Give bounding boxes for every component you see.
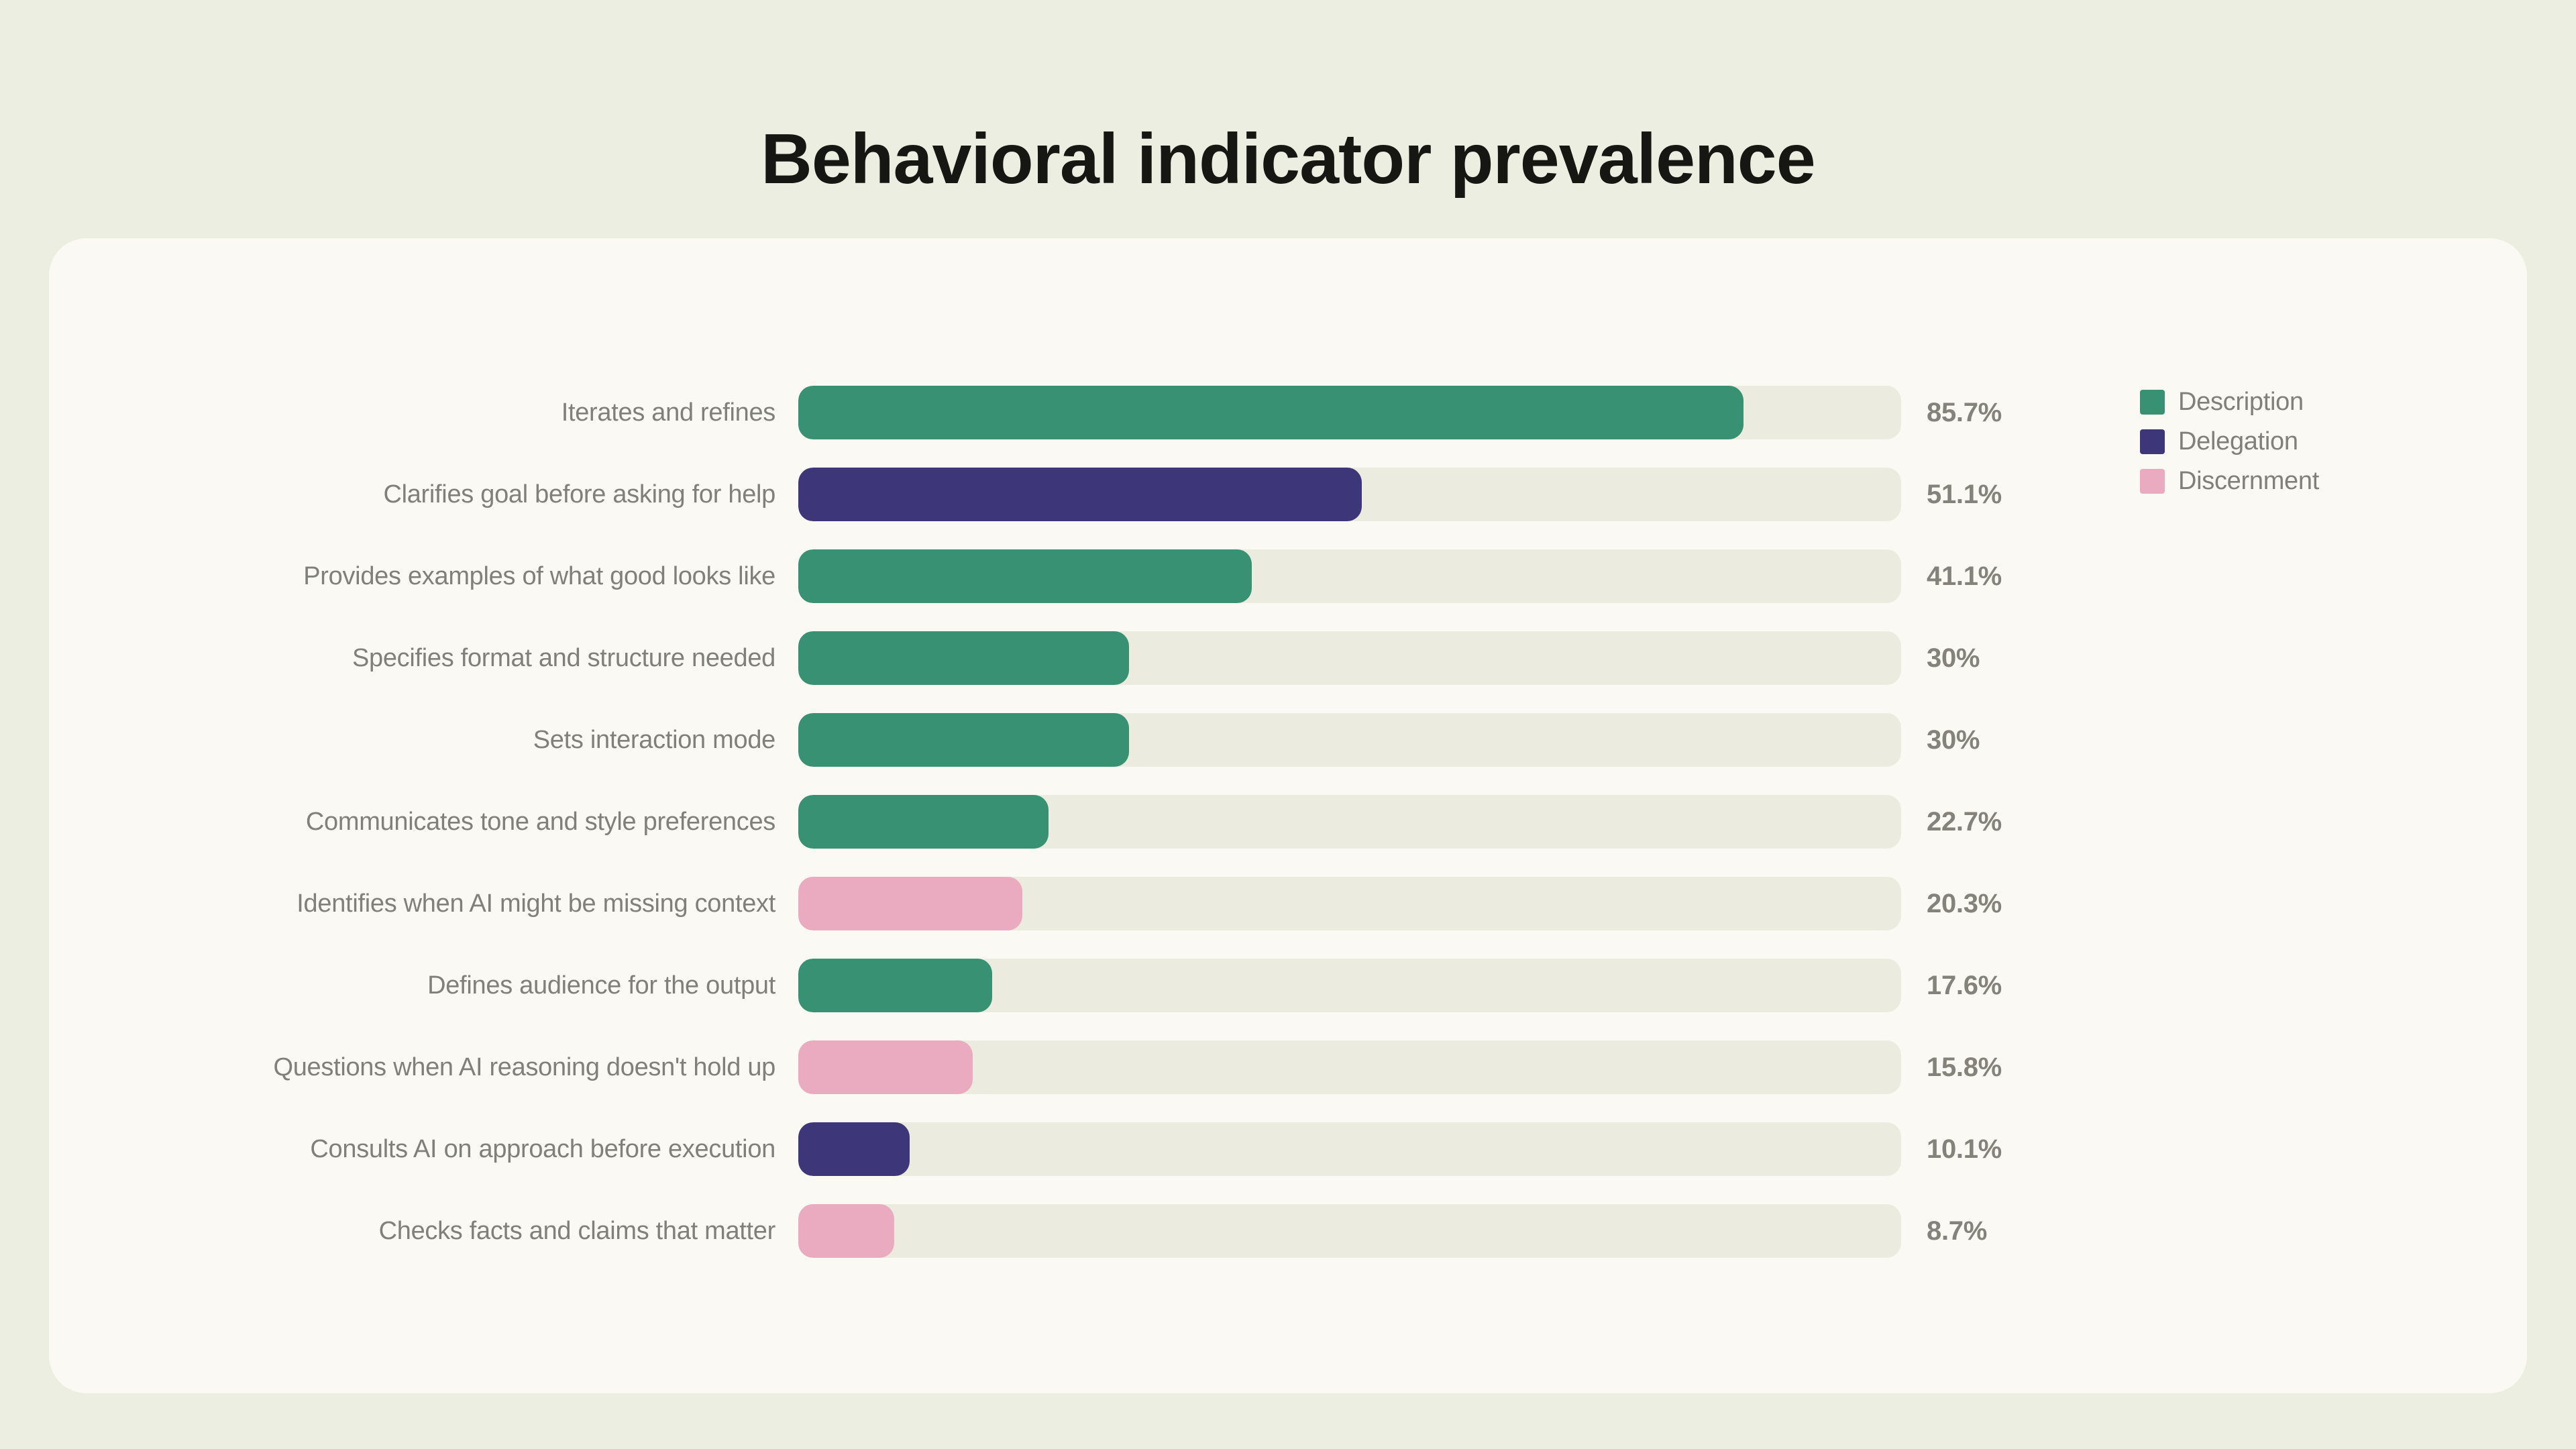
bar-fill — [798, 549, 1252, 603]
bar-category-label: Consults AI on approach before execution — [310, 1134, 775, 1163]
bar-fill — [798, 877, 1022, 930]
bar-row: Sets interaction mode 30% — [49, 699, 2527, 781]
bar-fill — [798, 1122, 910, 1176]
bar-fill — [798, 959, 993, 1012]
bar-track — [798, 1040, 1901, 1094]
bar-value-label: 15.8% — [1927, 1052, 2002, 1082]
legend-swatch-icon — [2140, 469, 2165, 494]
bar-category-label: Provides examples of what good looks lik… — [303, 561, 775, 590]
bar-fill — [798, 1204, 895, 1258]
legend-item: Discernment — [2140, 467, 2319, 495]
bar-rows: Iterates and refines 85.7% Clarifies goa… — [49, 372, 2527, 1272]
bar-row: Checks facts and claims that matter 8.7% — [49, 1190, 2527, 1272]
bar-row: Communicates tone and style preferences … — [49, 781, 2527, 863]
bar-fill — [798, 631, 1130, 685]
bar-category-label: Communicates tone and style preferences — [305, 807, 775, 836]
bar-row: Provides examples of what good looks lik… — [49, 535, 2527, 617]
bar-value-label: 30% — [1927, 643, 1980, 673]
bar-fill — [798, 713, 1130, 767]
bar-track — [798, 386, 1901, 439]
bar-row: Specifies format and structure needed 30… — [49, 617, 2527, 699]
bar-category-label: Sets interaction mode — [533, 725, 776, 754]
bar-category-label: Questions when AI reasoning doesn't hold… — [273, 1053, 775, 1081]
bar-row: Questions when AI reasoning doesn't hold… — [49, 1026, 2527, 1108]
bar-value-label: 17.6% — [1927, 970, 2002, 1000]
bar-category-label: Iterates and refines — [561, 398, 776, 427]
bar-track — [798, 468, 1901, 521]
bar-category-label: Defines audience for the output — [427, 971, 775, 1000]
bar-track — [798, 713, 1901, 767]
bar-track — [798, 877, 1901, 930]
chart-card: Iterates and refines 85.7% Clarifies goa… — [49, 238, 2527, 1393]
bar-row: Identifies when AI might be missing cont… — [49, 863, 2527, 945]
legend-label: Delegation — [2178, 427, 2298, 455]
bar-category-label: Checks facts and claims that matter — [378, 1216, 776, 1245]
bar-row: Consults AI on approach before execution… — [49, 1108, 2527, 1190]
legend-item: Delegation — [2140, 427, 2319, 455]
bar-value-label: 85.7% — [1927, 397, 2002, 427]
page-title: Behavioral indicator prevalence — [761, 119, 1815, 199]
bar-track — [798, 1122, 1901, 1176]
bar-value-label: 22.7% — [1927, 806, 2002, 837]
bar-fill — [798, 1040, 973, 1094]
bar-category-label: Clarifies goal before asking for help — [383, 480, 775, 508]
bar-value-label: 20.3% — [1927, 888, 2002, 918]
legend-swatch-icon — [2140, 429, 2165, 454]
bar-category-label: Specifies format and structure needed — [352, 643, 775, 672]
bar-track — [798, 795, 1901, 849]
bar-track — [798, 959, 1901, 1012]
legend-label: Discernment — [2178, 467, 2319, 495]
legend-swatch-icon — [2140, 390, 2165, 415]
bar-track — [798, 1204, 1901, 1258]
bar-row: Defines audience for the output 17.6% — [49, 945, 2527, 1026]
bar-track — [798, 549, 1901, 603]
legend-item: Description — [2140, 388, 2319, 416]
bar-value-label: 8.7% — [1927, 1216, 1987, 1246]
bar-category-label: Identifies when AI might be missing cont… — [297, 889, 775, 918]
bar-value-label: 30% — [1927, 724, 1980, 755]
bar-row: Clarifies goal before asking for help 51… — [49, 453, 2527, 535]
bar-fill — [798, 468, 1362, 521]
bar-row: Iterates and refines 85.7% — [49, 372, 2527, 453]
legend: Description Delegation Discernment — [2140, 388, 2319, 495]
bar-value-label: 41.1% — [1927, 561, 2002, 591]
bar-value-label: 10.1% — [1927, 1134, 2002, 1164]
bar-fill — [798, 795, 1049, 849]
bar-fill — [798, 386, 1743, 439]
bar-track — [798, 631, 1901, 685]
legend-label: Description — [2178, 388, 2304, 416]
bar-value-label: 51.1% — [1927, 479, 2002, 509]
